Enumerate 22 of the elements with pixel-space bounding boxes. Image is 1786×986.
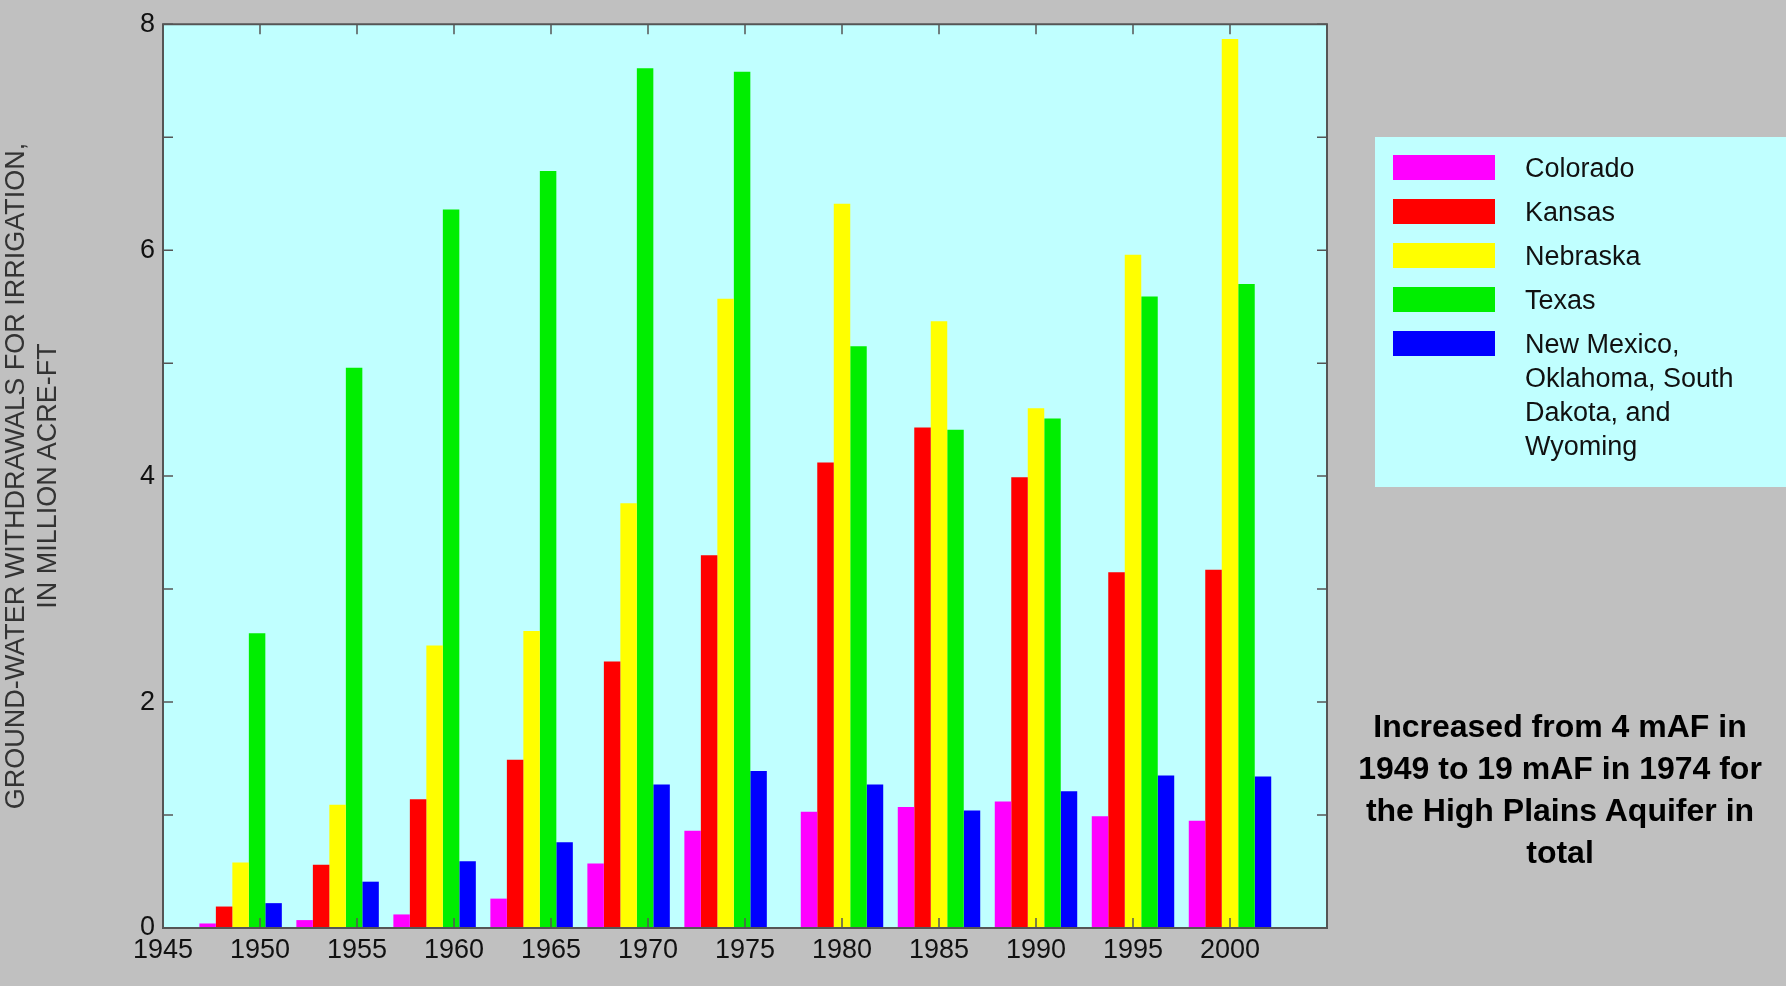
y-tick-label: 4 [139, 459, 155, 490]
x-tick-label: 1980 [811, 933, 873, 964]
y-tick-label: 8 [139, 7, 155, 38]
x-tick-label: 1960 [423, 933, 485, 964]
legend-label: Texas [1525, 284, 1596, 317]
x-tick-label: 1965 [520, 933, 582, 964]
legend-label: New Mexico, Oklahoma, South Dakota, and Wyoming [1525, 328, 1735, 463]
y-axis-title: GROUND-WATER WITHDRAWALS FOR IRRIGATION, IN MILLION ACRE-FT [0, 142, 63, 810]
legend-label: Kansas [1525, 196, 1616, 229]
text: Increased from 4 mAF in 1949 to 19 mAF in 1974 for the High Plains Aquifer in total [1357, 707, 1763, 872]
x-tick-label: 2000 [1199, 933, 1261, 964]
x-tick-label: 1950 [229, 933, 291, 964]
legend-label: Colorado [1525, 152, 1635, 185]
x-tick-label: 1985 [908, 933, 970, 964]
x-tick-label: 1970 [617, 933, 679, 964]
y-tick-label: 6 [139, 233, 155, 264]
x-tick-label: 1990 [1005, 933, 1067, 964]
x-tick-label: 1995 [1102, 933, 1164, 964]
legend-label: Nebraska [1525, 240, 1641, 273]
x-tick-label: 1955 [326, 933, 388, 964]
x-tick-label: 1975 [714, 933, 776, 964]
y-tick-label: 2 [139, 685, 155, 716]
